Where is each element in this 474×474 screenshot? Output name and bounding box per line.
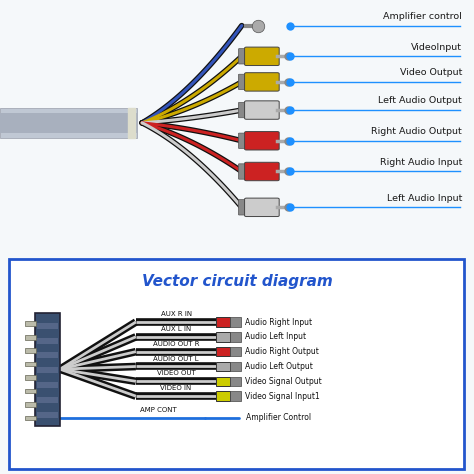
- FancyBboxPatch shape: [25, 402, 36, 407]
- FancyBboxPatch shape: [238, 200, 247, 215]
- FancyBboxPatch shape: [229, 317, 241, 327]
- FancyBboxPatch shape: [25, 362, 36, 366]
- FancyBboxPatch shape: [216, 347, 229, 356]
- FancyBboxPatch shape: [25, 348, 36, 353]
- FancyBboxPatch shape: [35, 312, 60, 426]
- Text: Left Audio Input: Left Audio Input: [387, 194, 462, 203]
- FancyBboxPatch shape: [238, 164, 247, 179]
- FancyBboxPatch shape: [216, 317, 229, 327]
- FancyBboxPatch shape: [216, 377, 229, 386]
- FancyBboxPatch shape: [216, 332, 229, 342]
- FancyBboxPatch shape: [36, 323, 58, 329]
- FancyBboxPatch shape: [36, 367, 58, 373]
- FancyBboxPatch shape: [245, 162, 279, 181]
- FancyBboxPatch shape: [25, 335, 36, 339]
- Text: Audio Right Output: Audio Right Output: [245, 347, 319, 356]
- FancyBboxPatch shape: [238, 133, 247, 148]
- Text: AUDIO OUT R: AUDIO OUT R: [153, 341, 200, 347]
- FancyBboxPatch shape: [245, 47, 279, 65]
- FancyBboxPatch shape: [229, 392, 241, 401]
- FancyBboxPatch shape: [238, 49, 247, 64]
- FancyBboxPatch shape: [216, 362, 229, 371]
- FancyBboxPatch shape: [25, 416, 36, 420]
- Text: Amplifier Control: Amplifier Control: [246, 413, 311, 422]
- FancyBboxPatch shape: [25, 375, 36, 380]
- FancyBboxPatch shape: [229, 347, 241, 356]
- FancyBboxPatch shape: [36, 397, 58, 403]
- FancyBboxPatch shape: [36, 337, 58, 344]
- FancyBboxPatch shape: [36, 382, 58, 388]
- Text: AUX R IN: AUX R IN: [161, 311, 191, 317]
- Text: AUX L IN: AUX L IN: [161, 326, 191, 332]
- FancyBboxPatch shape: [0, 108, 137, 138]
- FancyBboxPatch shape: [245, 101, 279, 119]
- Text: Audio Right Input: Audio Right Input: [245, 318, 312, 327]
- Text: VideoInput: VideoInput: [411, 43, 462, 52]
- Text: Video Output: Video Output: [400, 68, 462, 77]
- FancyBboxPatch shape: [245, 73, 279, 91]
- Text: Right Audio Output: Right Audio Output: [372, 127, 462, 136]
- Text: VIDEO OUT: VIDEO OUT: [157, 371, 195, 376]
- FancyBboxPatch shape: [238, 102, 247, 118]
- FancyBboxPatch shape: [25, 321, 36, 326]
- FancyBboxPatch shape: [229, 362, 241, 371]
- FancyBboxPatch shape: [36, 412, 58, 418]
- Text: Right Audio Input: Right Audio Input: [380, 158, 462, 167]
- FancyBboxPatch shape: [238, 74, 247, 90]
- FancyBboxPatch shape: [216, 392, 229, 401]
- Text: Audio Left Input: Audio Left Input: [245, 332, 306, 341]
- Text: AUDIO OUT L: AUDIO OUT L: [153, 356, 199, 362]
- Text: Video Signal Input1: Video Signal Input1: [245, 392, 319, 401]
- FancyBboxPatch shape: [9, 259, 464, 469]
- FancyBboxPatch shape: [36, 353, 58, 358]
- Text: Audio Left Output: Audio Left Output: [245, 362, 313, 371]
- Text: VIDEO IN: VIDEO IN: [161, 385, 191, 392]
- Text: Video Signal Output: Video Signal Output: [245, 377, 321, 386]
- FancyBboxPatch shape: [245, 132, 279, 150]
- Text: AMP CONT: AMP CONT: [140, 407, 177, 413]
- FancyBboxPatch shape: [229, 332, 241, 342]
- Text: Left Audio Output: Left Audio Output: [378, 96, 462, 105]
- FancyBboxPatch shape: [229, 377, 241, 386]
- Text: Vector circuit diagram: Vector circuit diagram: [142, 274, 332, 289]
- FancyBboxPatch shape: [25, 389, 36, 393]
- Text: Amplifier control: Amplifier control: [383, 12, 462, 21]
- FancyBboxPatch shape: [245, 198, 279, 217]
- FancyBboxPatch shape: [0, 113, 137, 133]
